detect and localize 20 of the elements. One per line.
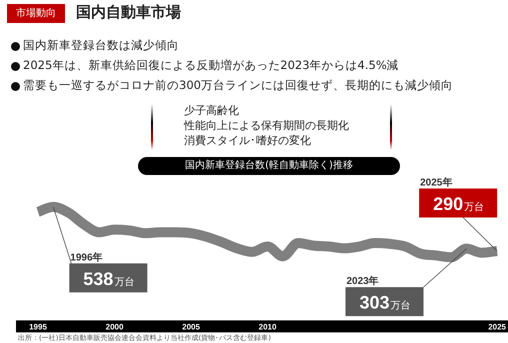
text: 国内新車登録台数は減少傾向: [22, 38, 179, 53]
x-tick-label: 2025: [488, 322, 507, 332]
x-tick-label: 2010: [258, 322, 277, 332]
text: 少子高齢化: [184, 103, 239, 118]
data-label: 538万台: [83, 268, 134, 289]
text: 市場動向: [7, 4, 65, 23]
x-tick-label: 2000: [106, 322, 124, 332]
text: 2023年: [346, 275, 379, 288]
text: 消費スタイル･嗜好の変化: [184, 133, 311, 148]
text: 2025年: [420, 176, 452, 188]
text: 性能向上による保有期間の長期化: [184, 118, 349, 133]
annotation: 1996年: [70, 251, 103, 264]
text: 2025年は、新車供給回復による反動増があった2023年からは4.5%減: [22, 58, 399, 73]
data-label: 303万台: [359, 292, 411, 313]
chart-title: 国内自動車市場: [76, 3, 181, 22]
x-tick-label: 1995: [29, 322, 48, 332]
chart-subtitle: 国内新車登録台数(軽自動車除く)推移: [138, 157, 400, 175]
data-label: 290万台: [433, 194, 484, 214]
x-tick-label: 2005: [182, 322, 200, 332]
text: 需要も一巡するがコロナ前の300万台ラインには回復せず、長期的にも減少傾向: [22, 78, 453, 93]
